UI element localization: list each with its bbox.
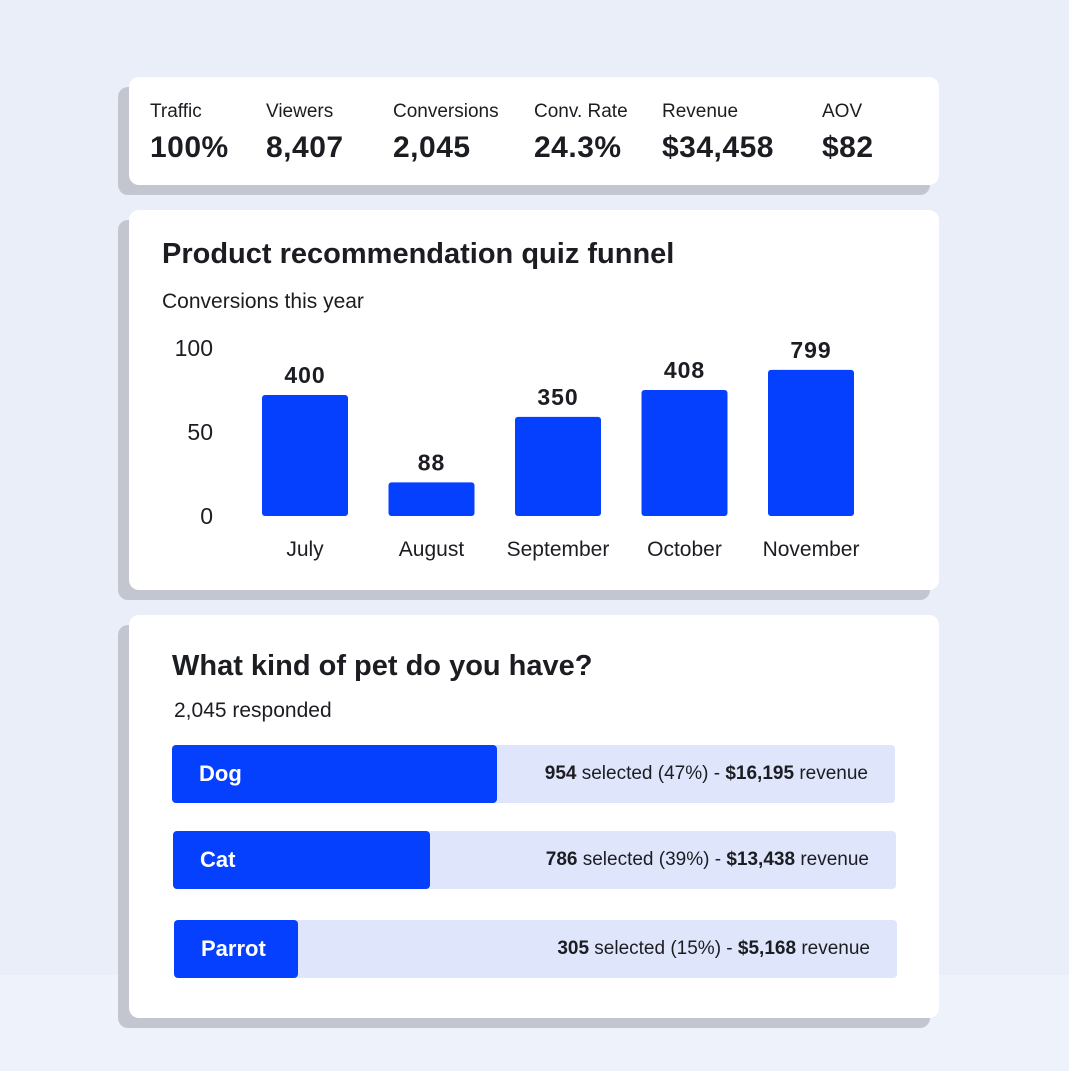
option-detail: 954 selected (47%) - $16,195 revenue bbox=[545, 745, 868, 803]
stat-value: 8,407 bbox=[266, 131, 344, 164]
option-label: Dog bbox=[199, 761, 242, 786]
bar-chart: 0 50 100 400 July 88 August 350 September 408 Octo… bbox=[175, 335, 860, 561]
stat-label: Viewers bbox=[266, 101, 334, 122]
stat-value: 2,045 bbox=[393, 131, 471, 164]
responded-count: 2,045 responded bbox=[174, 699, 332, 722]
option-row-dog[interactable]: Dog 954 selected (47%) - $16,195 revenue bbox=[172, 745, 895, 803]
chart-title: Product recommendation quiz funnel bbox=[162, 238, 675, 270]
stat-revenue: Revenue $34,458 bbox=[662, 101, 774, 165]
stat-conv-rate: Conv. Rate 24.3% bbox=[534, 101, 628, 165]
pet-question-card: What kind of pet do you have? 2,045 resp… bbox=[129, 615, 939, 1018]
stats-card: Traffic 100% Viewers 8,407 Conversions 2… bbox=[129, 77, 939, 185]
bar bbox=[262, 395, 348, 516]
chart-subtitle: Conversions this year bbox=[162, 290, 364, 313]
option-detail: 305 selected (15%) - $5,168 revenue bbox=[557, 920, 870, 978]
stat-conversions: Conversions 2,045 bbox=[393, 101, 499, 165]
stat-label: Revenue bbox=[662, 101, 739, 122]
option-fill-bar bbox=[174, 920, 298, 978]
bar bbox=[768, 369, 854, 516]
option-fill-bar bbox=[173, 831, 430, 889]
bar-data-label: 400 bbox=[284, 362, 325, 388]
stat-value: 24.3% bbox=[534, 131, 622, 164]
y-tick-label: 0 bbox=[200, 503, 213, 529]
x-tick-label: August bbox=[399, 538, 465, 561]
option-label: Parrot bbox=[201, 936, 266, 961]
stat-label: AOV bbox=[822, 101, 863, 122]
stat-value: 100% bbox=[150, 131, 229, 164]
bar-data-label: 799 bbox=[790, 337, 831, 363]
bar bbox=[641, 390, 728, 516]
x-tick-label: September bbox=[507, 538, 610, 561]
bar bbox=[515, 416, 601, 516]
funnel-chart-card: Product recommendation quiz funnel Conve… bbox=[129, 210, 939, 590]
option-fill-bar bbox=[172, 745, 498, 803]
stat-viewers: Viewers 8,407 bbox=[266, 101, 344, 165]
option-revenue-text: revenue bbox=[795, 849, 869, 870]
question-title: What kind of pet do you have? bbox=[172, 650, 593, 682]
stat-aov: AOV $82 bbox=[822, 101, 874, 165]
option-row-cat[interactable]: Cat 786 selected (39%) - $13,438 revenue bbox=[173, 831, 896, 889]
bar-data-label: 350 bbox=[537, 384, 578, 410]
option-count: 954 bbox=[544, 763, 577, 784]
option-revenue: $5,168 bbox=[737, 938, 797, 959]
option-count: 786 bbox=[545, 849, 578, 870]
bar bbox=[388, 482, 475, 516]
option-revenue-text: revenue bbox=[794, 763, 868, 784]
option-revenue-text: revenue bbox=[796, 938, 870, 959]
x-tick-label: July bbox=[286, 538, 324, 561]
stat-traffic: Traffic 100% bbox=[150, 101, 229, 165]
option-row-parrot[interactable]: Parrot 305 selected (15%) - $5,168 reven… bbox=[174, 920, 897, 978]
option-selected-text: selected (39%) - bbox=[577, 849, 727, 870]
stat-label: Traffic bbox=[150, 101, 202, 122]
stat-label: Conversions bbox=[393, 101, 499, 122]
y-tick-label: 50 bbox=[187, 419, 213, 445]
option-label: Cat bbox=[200, 847, 236, 872]
bar-data-label: 88 bbox=[418, 449, 446, 475]
option-selected-text: selected (47%) - bbox=[576, 763, 726, 784]
x-tick-label: November bbox=[763, 538, 860, 561]
stat-value: $82 bbox=[822, 131, 874, 164]
stat-value: $34,458 bbox=[662, 131, 774, 164]
option-revenue: $16,195 bbox=[725, 763, 795, 784]
option-count: 305 bbox=[557, 938, 590, 959]
stat-label: Conv. Rate bbox=[534, 101, 628, 122]
option-detail: 786 selected (39%) - $13,438 revenue bbox=[546, 831, 869, 889]
y-tick-label: 100 bbox=[175, 335, 213, 361]
option-revenue: $13,438 bbox=[726, 849, 796, 870]
x-tick-label: October bbox=[647, 538, 722, 561]
option-selected-text: selected (15%) - bbox=[589, 938, 738, 959]
bar-data-label: 408 bbox=[664, 357, 705, 383]
